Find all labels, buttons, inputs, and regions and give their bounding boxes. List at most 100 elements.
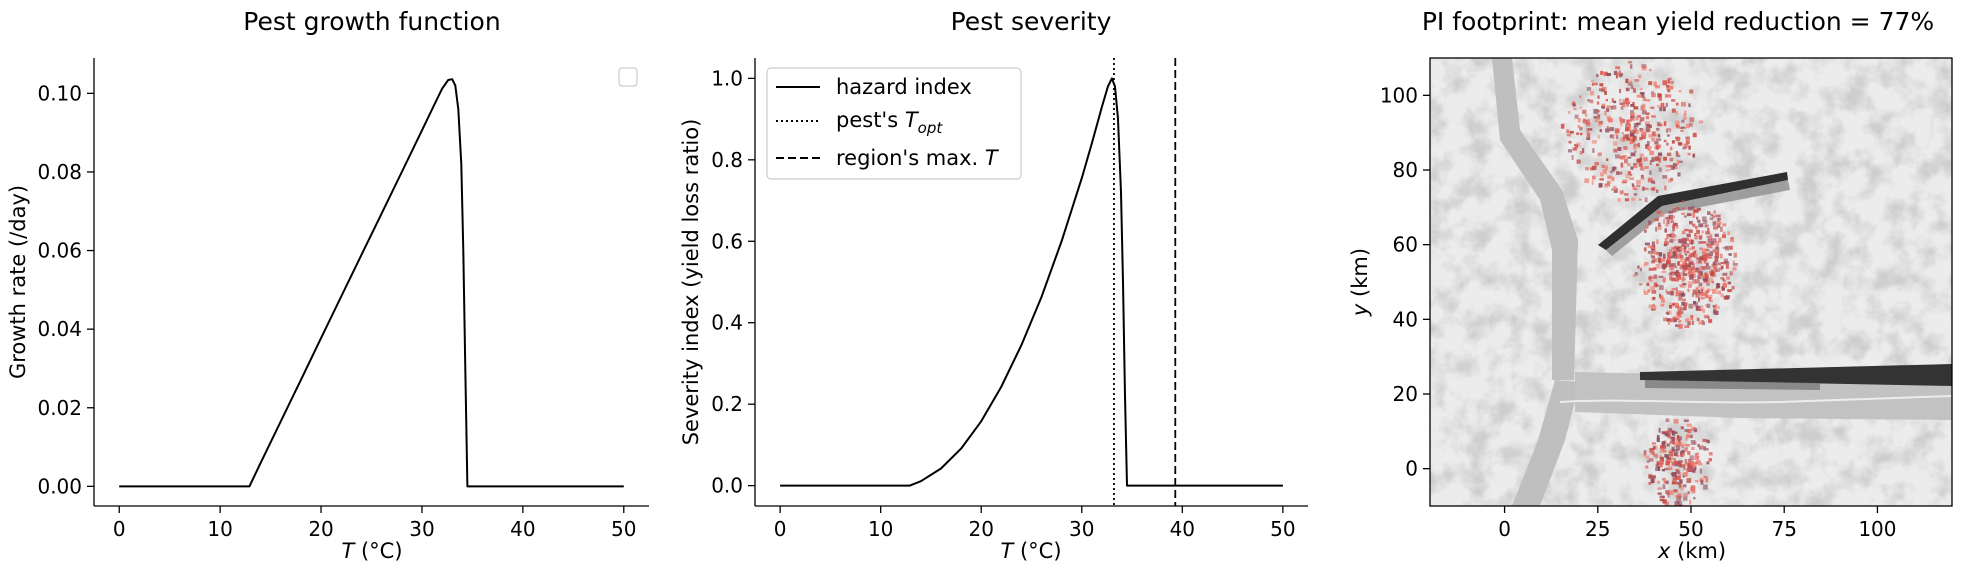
footprint-cell: [1638, 162, 1643, 167]
x-tick-label: 100: [1858, 517, 1896, 541]
footprint-cell: [1689, 499, 1692, 505]
footprint-cell: [1644, 166, 1649, 169]
footprint-cell: [1697, 290, 1701, 294]
footprint-cell: [1637, 142, 1640, 148]
footprint-cell: [1620, 118, 1624, 124]
footprint-cell: [1577, 124, 1581, 129]
footprint-cell: [1701, 241, 1707, 244]
footprint-cell: [1684, 318, 1689, 323]
footprint-cell: [1651, 305, 1657, 310]
footprint-cell: [1698, 120, 1704, 124]
footprint-cell: [1598, 183, 1603, 188]
footprint-cell: [1623, 157, 1627, 160]
footprint-cell: [1659, 107, 1663, 112]
footprint-cell: [1665, 102, 1668, 107]
footprint-cell: [1727, 231, 1730, 235]
footprint-cell: [1709, 233, 1713, 239]
footprint-cell: [1634, 130, 1639, 134]
footprint-cell: [1681, 449, 1684, 455]
footprint-cell: [1632, 274, 1637, 277]
footprint-cell: [1633, 88, 1636, 93]
footprint-cell: [1650, 91, 1655, 94]
footprint-cell: [1674, 460, 1679, 465]
footprint-cell: [1696, 207, 1701, 211]
footprint-cell: [1692, 263, 1695, 266]
footprint-cell: [1651, 131, 1656, 137]
footprint-cell: [1677, 306, 1682, 311]
footprint-cell: [1714, 256, 1719, 262]
footprint-cell: [1655, 263, 1661, 269]
footprint-cell: [1663, 317, 1667, 322]
footprint-cell: [1670, 454, 1674, 460]
ridge-east-mid: [1645, 380, 1820, 390]
footprint-cell: [1645, 465, 1649, 469]
footprint-cell: [1682, 261, 1685, 265]
footprint-cell: [1720, 265, 1724, 269]
footprint-cell: [1670, 165, 1675, 170]
footprint-cell: [1708, 319, 1712, 324]
footprint-cell: [1678, 320, 1681, 323]
panel-footprint: PI footprint: mean yield reduction = 77%: [1348, 7, 1953, 563]
footprint-cell: [1663, 244, 1667, 247]
footprint-cell: [1691, 304, 1695, 308]
footprint-cell: [1626, 119, 1630, 125]
footprint-cell: [1691, 240, 1694, 245]
footprint-cell: [1693, 209, 1699, 213]
footprint-cell: [1727, 289, 1732, 293]
footprint-cell: [1643, 247, 1647, 252]
footprint-cell: [1681, 119, 1685, 123]
footprint-cell: [1708, 458, 1712, 462]
footprint-cell: [1673, 254, 1678, 259]
footprint-cell: [1633, 188, 1638, 191]
footprint-cell: [1670, 255, 1674, 259]
x-tick-label: 50: [1270, 517, 1295, 541]
footprint-cell: [1708, 452, 1713, 456]
footprint-cell: [1664, 228, 1667, 233]
footprint-cell: [1650, 447, 1656, 450]
footprint-cell: [1611, 134, 1615, 139]
footprint-cell: [1707, 255, 1713, 258]
footprint-cell: [1718, 267, 1723, 271]
footprint-cell: [1582, 148, 1585, 154]
footprint-cell: [1683, 496, 1688, 501]
footprint-cell: [1680, 293, 1685, 297]
footprint-cell: [1706, 439, 1710, 444]
x-ticks: 0 10 20 30 40 50: [774, 506, 1296, 541]
footprint-cell: [1640, 165, 1643, 169]
footprint-cell: [1676, 206, 1679, 209]
footprint-cell: [1727, 281, 1732, 285]
footprint-cell: [1685, 462, 1690, 466]
footprint-cell: [1652, 258, 1657, 263]
footprint-cell: [1733, 263, 1738, 266]
footprint-cell: [1641, 66, 1647, 71]
footprint-cell: [1669, 266, 1672, 271]
footprint-cell: [1599, 178, 1604, 181]
footprint-cell: [1672, 303, 1676, 306]
footprint-cell: [1654, 140, 1659, 145]
footprint-cell: [1650, 476, 1655, 482]
footprint-cell: [1710, 213, 1714, 217]
footprint-cell: [1649, 170, 1652, 175]
footprint-cell: [1724, 279, 1727, 283]
footprint-cell: [1692, 214, 1696, 218]
footprint-cell: [1708, 299, 1713, 302]
footprint-cell: [1672, 238, 1677, 241]
footprint-cell: [1667, 134, 1670, 137]
footprint-cell: [1625, 173, 1630, 179]
footprint-cell: [1713, 260, 1718, 266]
footprint-cell: [1671, 447, 1675, 452]
footprint-cell: [1679, 479, 1683, 484]
y-axis-label: Severity index (yield loss ratio): [679, 119, 703, 446]
footprint-cell: [1716, 283, 1720, 288]
footprint-cell: [1601, 105, 1604, 108]
footprint-cell: [1654, 249, 1657, 255]
footprint-cell: [1724, 261, 1730, 265]
footprint-cell: [1701, 254, 1707, 260]
footprint-cell: [1684, 229, 1689, 232]
footprint-cell: [1718, 237, 1722, 243]
footprint-cell: [1654, 218, 1659, 222]
footprint-cell: [1687, 267, 1691, 271]
legend-frame: [766, 67, 1022, 180]
footprint-cell: [1683, 117, 1687, 120]
